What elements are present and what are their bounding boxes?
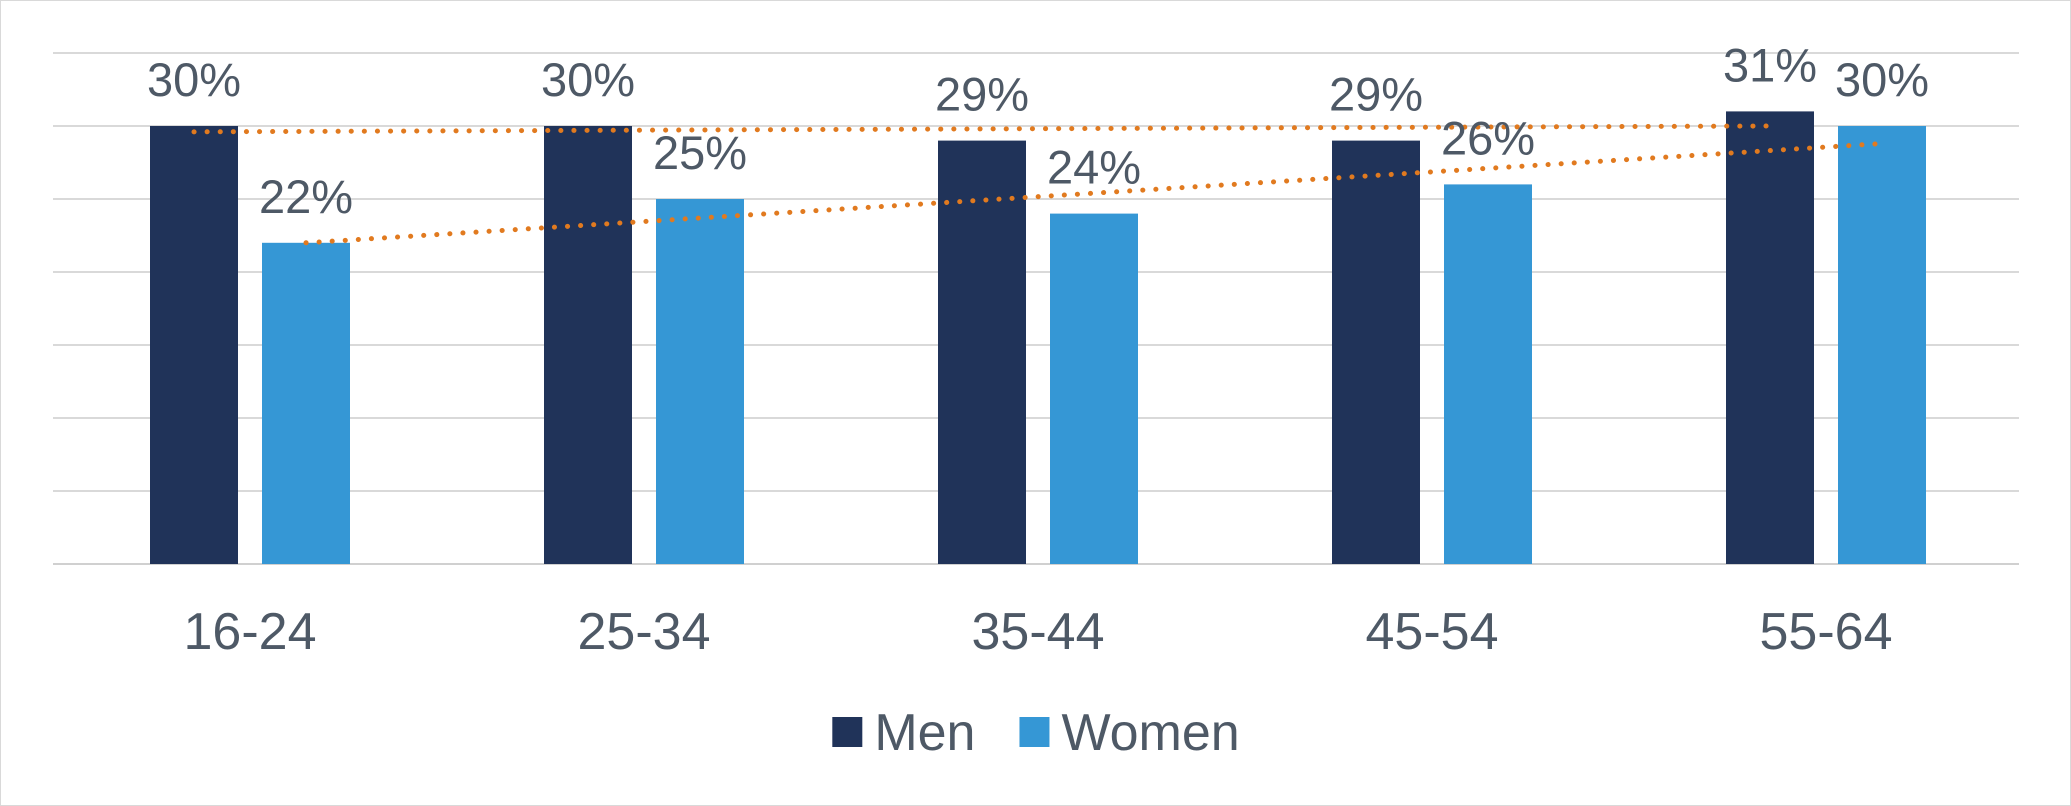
bar-men-55-64 xyxy=(1726,111,1814,565)
data-label-women-35-44: 24% xyxy=(1047,141,1141,194)
data-label-men-16-24: 30% xyxy=(147,53,241,106)
x-tick-label-45-54: 45-54 xyxy=(1366,603,1499,661)
bar-men-16-24 xyxy=(150,126,238,564)
x-tick-label-35-44: 35-44 xyxy=(972,603,1105,661)
legend-item-men: Men xyxy=(832,704,975,762)
data-label-women-25-34: 25% xyxy=(653,126,747,179)
bar-women-45-54 xyxy=(1444,184,1532,564)
data-label-women-16-24: 22% xyxy=(259,170,353,223)
data-label-women-55-64: 30% xyxy=(1835,53,1929,106)
data-label-men-55-64: 31% xyxy=(1723,38,1817,91)
legend-label-women: Women xyxy=(1061,704,1239,762)
x-tick-label-25-34: 25-34 xyxy=(578,603,711,661)
bar-women-16-24 xyxy=(262,242,350,565)
bar-women-55-64 xyxy=(1838,126,1926,564)
legend-swatch-women xyxy=(1019,717,1050,747)
trendlines xyxy=(191,123,1885,246)
bar-men-45-54 xyxy=(1332,140,1420,564)
gridlines xyxy=(53,52,2019,565)
x-tick-label-16-24: 16-24 xyxy=(184,603,317,661)
x-axis-tick-labels: 16-24 25-34 35-44 45-54 55-64 xyxy=(184,603,1893,661)
bar-men-25-34 xyxy=(544,126,632,564)
bar-women-35-44 xyxy=(1050,213,1138,564)
legend: Men Women xyxy=(832,704,1240,762)
trendline-men xyxy=(191,123,1773,135)
x-tick-label-55-64: 55-64 xyxy=(1760,603,1893,661)
bars xyxy=(150,111,1926,565)
data-label-men-35-44: 29% xyxy=(935,68,1029,121)
legend-swatch-men xyxy=(832,717,863,747)
data-label-women-45-54: 26% xyxy=(1441,111,1535,164)
legend-label-men: Men xyxy=(874,704,975,762)
data-label-men-45-54: 29% xyxy=(1329,68,1423,121)
trendline-women xyxy=(303,141,1885,246)
bar-men-35-44 xyxy=(938,140,1026,564)
data-label-men-25-34: 30% xyxy=(541,53,635,106)
data-labels: 30% 22% 30% 25% 29% 24% 29% 26% 31% 30% xyxy=(147,38,1929,222)
legend-item-women: Women xyxy=(1019,704,1240,762)
bar-women-25-34 xyxy=(656,199,744,564)
